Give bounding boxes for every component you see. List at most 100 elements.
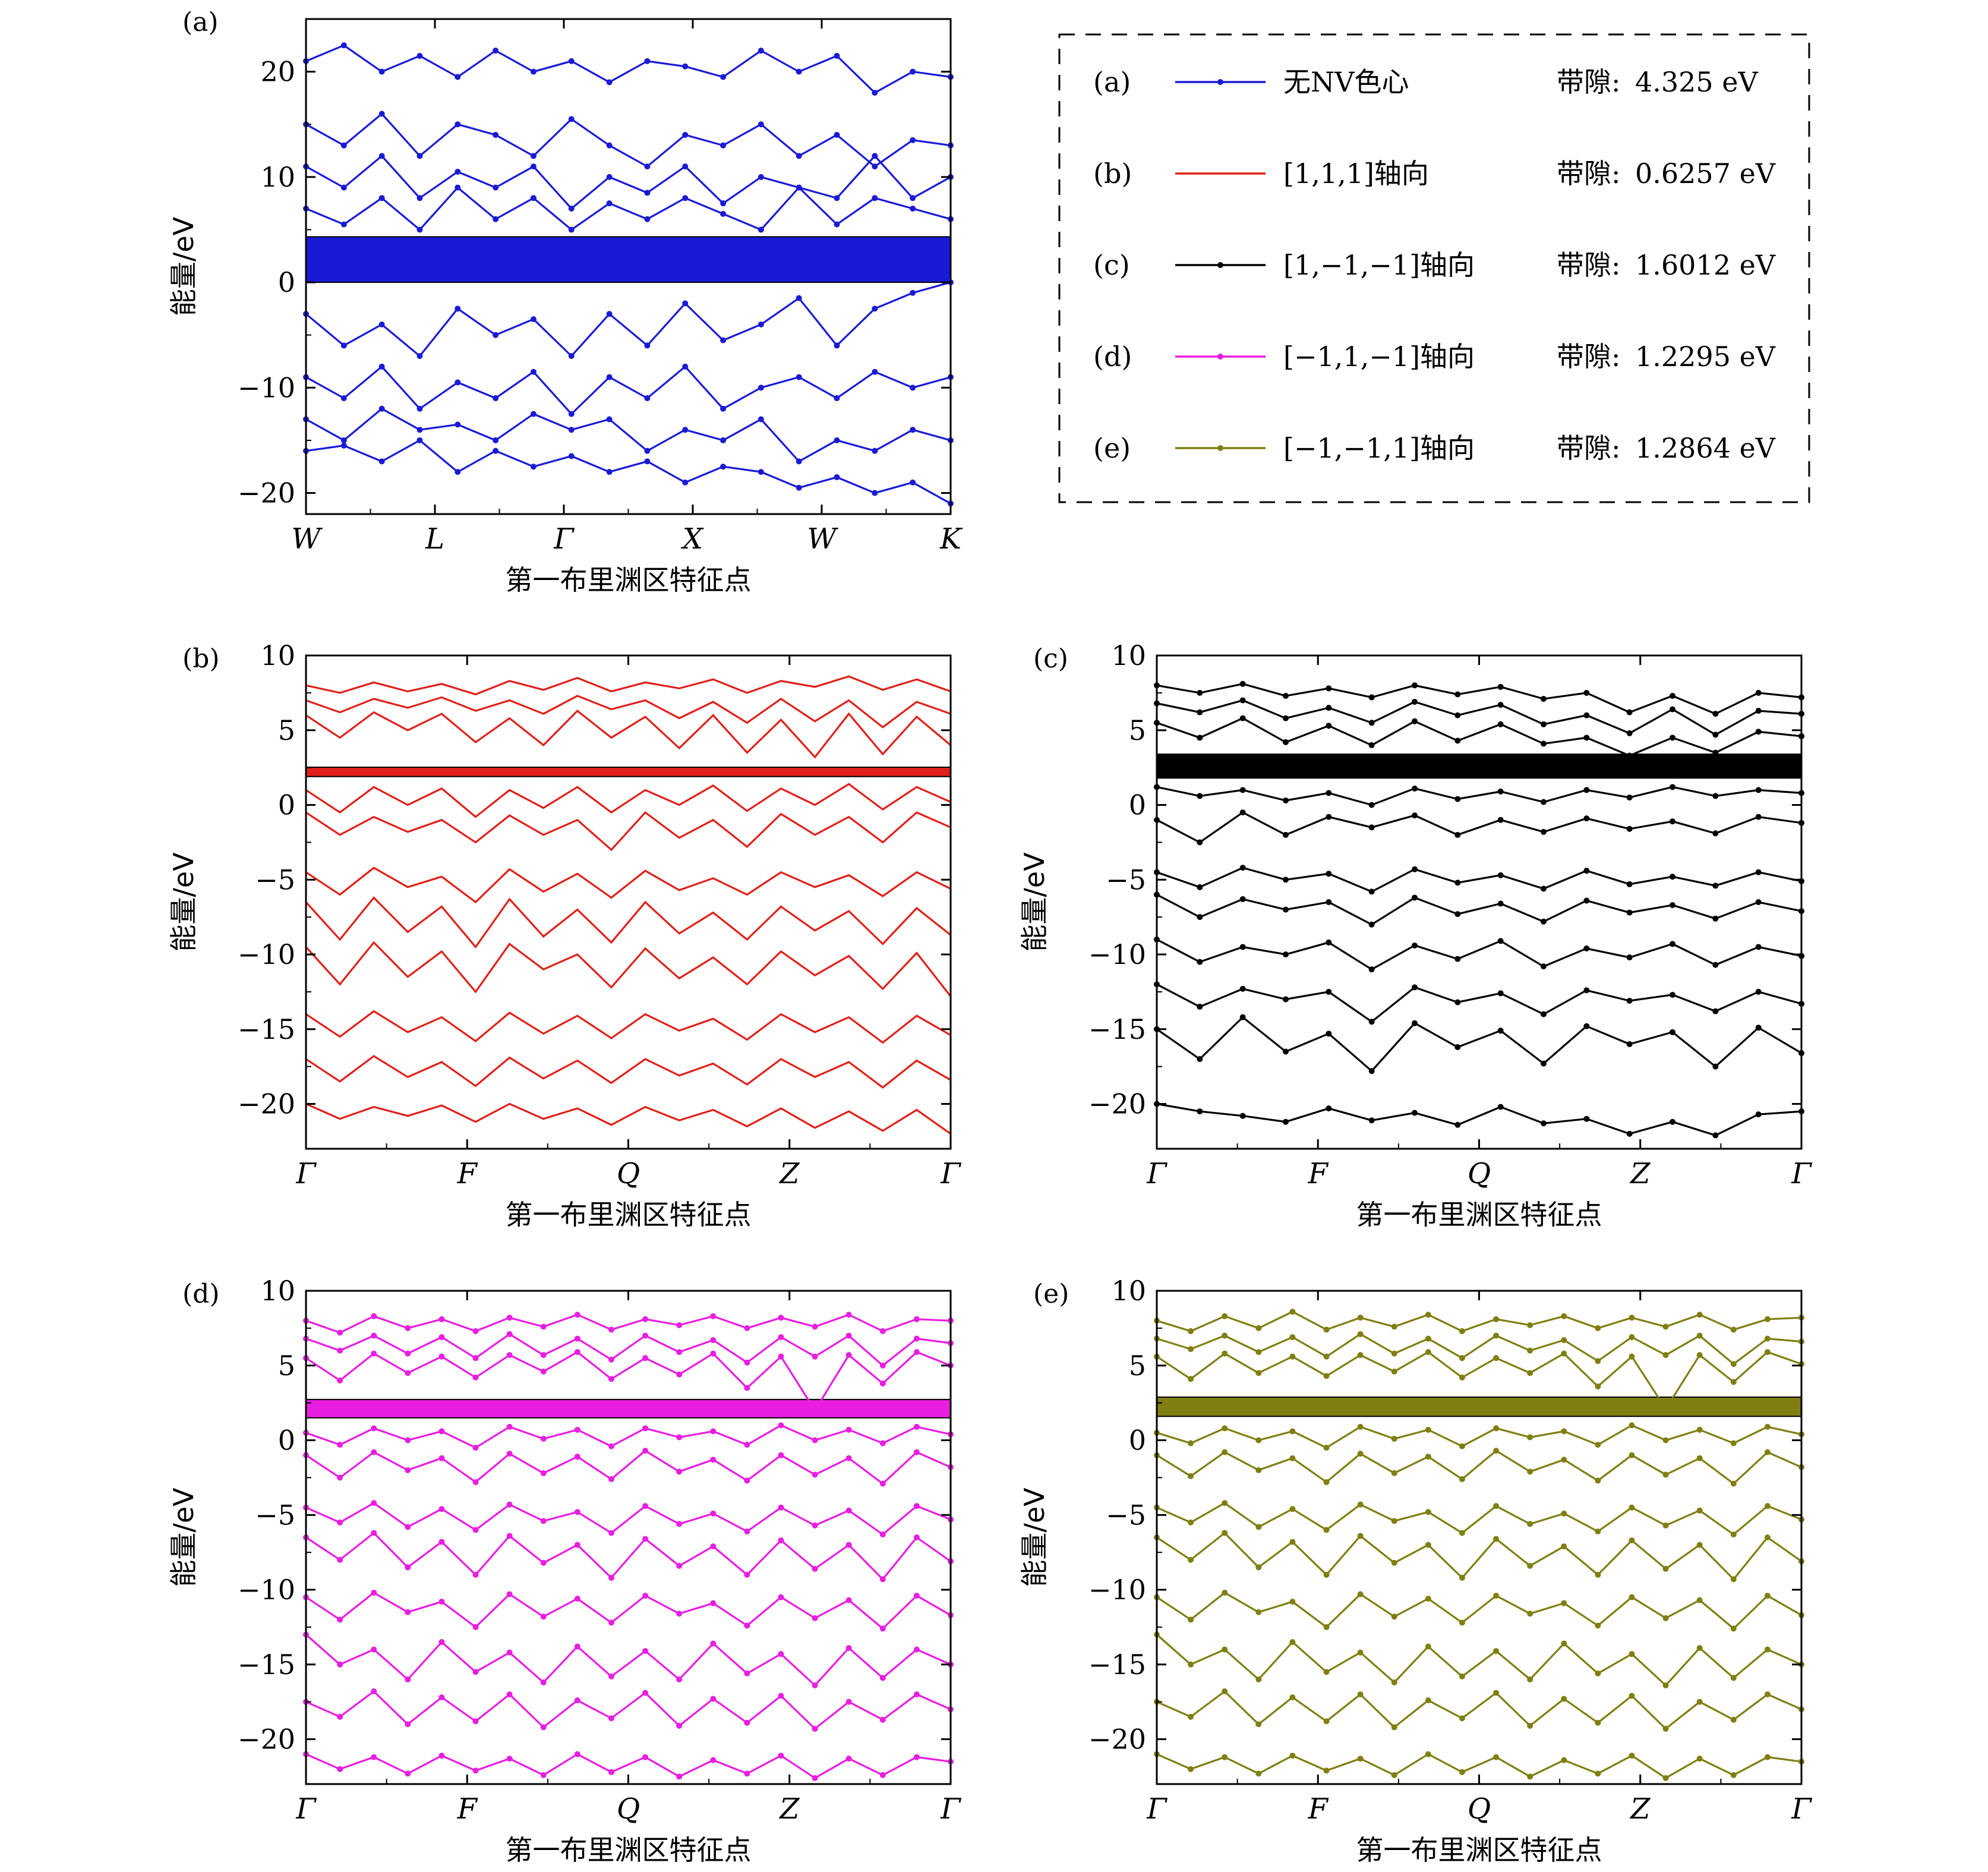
band-point-e-v6-1 [1188, 1661, 1194, 1668]
band-point-d-v5-12 [710, 1600, 717, 1606]
band-point-c-v1-10 [1583, 787, 1590, 793]
band-point-e-c1-11 [1527, 1370, 1533, 1376]
band-point-d-v4-16 [845, 1542, 852, 1548]
band-point-e-v7-8 [1425, 1697, 1431, 1704]
ytick-label-d-6: −20 [238, 1723, 295, 1756]
band-point-e-c2-8 [1425, 1335, 1431, 1342]
band-point-a-c3-1 [340, 142, 347, 149]
band-point-d-c1-10 [642, 1355, 649, 1362]
band-point-d-v8-6 [506, 1756, 513, 1762]
band-point-a-c3-11 [720, 142, 727, 149]
band-point-e-v2-18 [1764, 1449, 1771, 1455]
band-point-d-v5-6 [506, 1591, 513, 1597]
band-point-c-c2-12 [1670, 706, 1675, 713]
band-point-e-v8-1 [1188, 1766, 1194, 1772]
band-point-e-v5-2 [1222, 1590, 1228, 1596]
panel-tag-c: (c) [1033, 644, 1068, 674]
panel-tag-a: (a) [182, 7, 219, 37]
kpoint-label-e-0: Γ [1146, 1792, 1167, 1826]
band-point-c-v3-13 [1712, 883, 1719, 889]
band-point-c-c3-12 [1670, 692, 1675, 699]
band-point-e-v5-4 [1289, 1599, 1296, 1605]
band-point-e-v7-9 [1459, 1715, 1465, 1722]
band-point-e-v3-13 [1595, 1528, 1601, 1534]
band-point-c-v6-1 [1197, 1004, 1203, 1010]
band-point-d-v1-14 [778, 1422, 784, 1429]
band-point-d-v4-15 [812, 1565, 818, 1572]
band-point-e-c3-6 [1357, 1315, 1364, 1321]
band-point-e-v1-11 [1527, 1434, 1533, 1441]
band-line-b-v3 [305, 866, 951, 904]
band-point-d-c2-10 [642, 1332, 649, 1339]
band-point-a-v1-2 [378, 321, 385, 327]
band-line-d-v4 [305, 1531, 951, 1581]
band-point-d-v3-18 [913, 1503, 920, 1509]
band-point-a-v1-16 [910, 289, 916, 296]
band-point-c-v6-5 [1368, 1019, 1375, 1025]
band-point-e-v1-18 [1764, 1423, 1771, 1430]
band-point-d-v5-10 [642, 1593, 649, 1599]
band-point-e-v2-17 [1730, 1480, 1737, 1487]
band-point-d-v1-12 [710, 1428, 717, 1435]
band-point-e-c3-17 [1730, 1326, 1737, 1333]
band-point-d-c3-7 [540, 1323, 547, 1330]
band-point-d-v6-5 [472, 1669, 479, 1675]
band-point-e-c2-11 [1527, 1347, 1533, 1354]
band-point-a-v2-6 [530, 368, 537, 375]
band-point-a-c1-16 [910, 206, 916, 212]
band-point-e-v4-9 [1459, 1574, 1465, 1581]
legend-gap-value-0: 4.325 eV [1635, 66, 1759, 98]
kpoint-label-a-0: W [291, 522, 323, 556]
band-point-c-v2-1 [1197, 839, 1203, 846]
band-point-d-c3-11 [676, 1322, 683, 1328]
band-point-a-v1-9 [644, 342, 651, 349]
band-point-e-v6-5 [1323, 1669, 1330, 1675]
band-point-d-v2-13 [744, 1477, 750, 1484]
band-point-a-c1-4 [455, 184, 461, 191]
band-point-c-v8-12 [1670, 1118, 1675, 1125]
band-point-e-v8-12 [1561, 1757, 1567, 1763]
legend-gap-prefix-0: 带隙: [1557, 66, 1621, 98]
band-point-d-v1-17 [879, 1440, 886, 1446]
band-point-d-v4-17 [879, 1576, 886, 1583]
band-point-e-c2-12 [1561, 1337, 1567, 1343]
kpoint-label-e-2: Q [1468, 1792, 1491, 1826]
band-point-d-c3-12 [710, 1313, 717, 1319]
band-point-a-c1-2 [378, 195, 385, 201]
band-point-a-v4-1 [340, 442, 347, 449]
band-point-d-c1-4 [438, 1353, 445, 1360]
band-point-d-c2-6 [506, 1331, 513, 1337]
ytick-label-d-2: 0 [278, 1425, 295, 1457]
band-point-c-v1-2 [1239, 787, 1246, 793]
band-line-d-v5 [305, 1591, 951, 1630]
band-point-c-c1-3 [1283, 739, 1289, 745]
ytick-label-d-5: −15 [238, 1649, 295, 1681]
band-point-a-c2-1 [340, 184, 347, 191]
band-point-d-v6-7 [540, 1679, 547, 1685]
legend-label-1: [1,1,1]轴向 [1283, 157, 1429, 190]
band-point-a-v3-11 [720, 437, 727, 443]
kpoint-label-e-3: Z [1629, 1792, 1651, 1826]
band-point-d-c2-13 [744, 1359, 750, 1366]
band-point-d-c3-8 [574, 1312, 580, 1318]
band-point-a-v4-4 [455, 469, 461, 475]
band-point-d-c3-1 [337, 1329, 343, 1336]
band-point-e-v1-7 [1391, 1436, 1397, 1442]
band-point-a-c4-9 [644, 58, 651, 64]
band-line-d-v6 [305, 1634, 951, 1687]
band-point-a-v1-5 [493, 332, 499, 338]
band-point-e-v6-4 [1289, 1639, 1296, 1646]
band-point-c-v7-13 [1712, 1063, 1719, 1070]
band-line-c-v1 [1156, 786, 1802, 806]
band-line-e-v3 [1156, 1502, 1802, 1536]
band-point-c-v6-10 [1583, 987, 1590, 994]
band-point-d-c2-15 [812, 1353, 818, 1360]
band-point-a-c3-9 [644, 163, 651, 170]
band-point-a-c3-8 [606, 142, 613, 149]
band-point-e-v5-15 [1662, 1615, 1669, 1621]
band-point-e-c3-1 [1188, 1328, 1194, 1334]
band-point-d-v4-14 [778, 1537, 784, 1544]
band-point-e-v3-15 [1662, 1522, 1669, 1529]
band-point-e-v5-5 [1323, 1624, 1330, 1630]
band-line-a-v3 [305, 407, 951, 463]
